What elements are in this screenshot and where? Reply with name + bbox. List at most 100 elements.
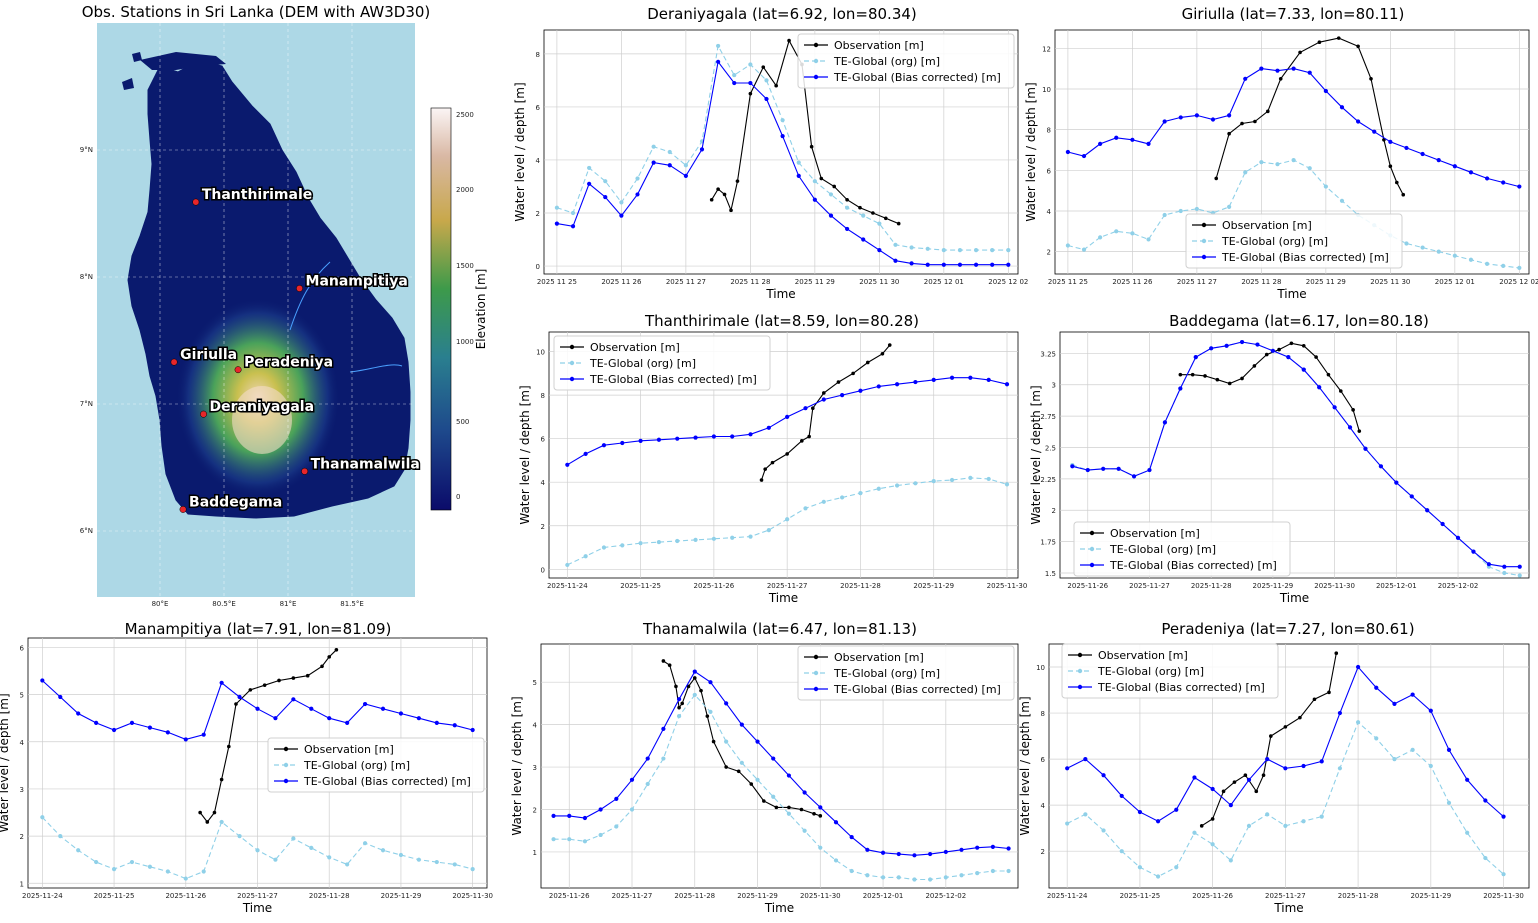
data-point-org bbox=[1081, 247, 1087, 252]
x-tick-label: 2025-11-30 bbox=[1483, 892, 1524, 900]
legend-box bbox=[1185, 213, 1403, 269]
data-point-bc bbox=[1484, 176, 1490, 181]
data-point-bc bbox=[1192, 775, 1197, 780]
x-axis-label: Time bbox=[764, 901, 794, 915]
data-point-bc bbox=[683, 173, 688, 178]
data-point-bc bbox=[845, 226, 850, 232]
data-point-bc bbox=[58, 694, 63, 700]
legend-label: TE-Global (org) [m] bbox=[833, 667, 940, 680]
data-point-org bbox=[803, 506, 808, 511]
data-point-bc bbox=[1517, 184, 1522, 189]
data-point-obs bbox=[699, 688, 703, 693]
data-point-bc bbox=[711, 434, 716, 439]
y-tick-label: 1.75 bbox=[1040, 539, 1056, 547]
data-point-obs bbox=[1277, 347, 1281, 352]
data-point-org bbox=[1484, 261, 1490, 266]
x-tick-label: 2025-11-30 bbox=[987, 582, 1028, 590]
data-point-bc bbox=[785, 414, 790, 420]
data-point-obs bbox=[327, 655, 332, 659]
data-point-obs bbox=[1227, 131, 1231, 136]
data-point-org bbox=[1130, 231, 1135, 236]
x-tick-label: 2025 11 26 bbox=[1112, 278, 1153, 286]
data-point-org bbox=[959, 873, 964, 878]
data-point-obs bbox=[1401, 192, 1406, 197]
series-line-obs bbox=[711, 39, 899, 225]
data-point-obs bbox=[1253, 119, 1257, 124]
data-point-obs bbox=[1369, 77, 1373, 81]
data-point-bc bbox=[1388, 139, 1393, 144]
station-label: Deraniyagala bbox=[210, 399, 315, 415]
y-tick-label: 6 bbox=[536, 104, 541, 112]
data-point-bc bbox=[1337, 710, 1343, 716]
data-point-bc bbox=[716, 59, 721, 64]
data-point-obs bbox=[761, 65, 766, 69]
data-point-org bbox=[380, 848, 386, 853]
data-point-bc bbox=[667, 163, 672, 168]
data-point-org bbox=[601, 545, 607, 550]
data-point-obs bbox=[887, 343, 892, 347]
chart-panel: Baddegama (lat=6.17, lon=80.18) 2025-11-2… bbox=[1029, 312, 1530, 605]
data-point-bc bbox=[1410, 692, 1415, 697]
data-point-bc bbox=[928, 851, 933, 857]
data-point-org bbox=[201, 869, 206, 874]
y-tick-label: 8 bbox=[541, 392, 545, 400]
data-point-obs bbox=[858, 205, 862, 210]
data-point-org bbox=[111, 867, 117, 872]
data-point-org bbox=[913, 481, 918, 486]
lat-tick: 6°N bbox=[80, 527, 93, 535]
data-point-obs bbox=[219, 777, 224, 782]
x-tick-label: 2025-11-26 bbox=[1067, 582, 1108, 590]
data-point-obs bbox=[305, 673, 310, 678]
data-point-org bbox=[1137, 865, 1143, 870]
y-axis-label: Water level / depth [m] bbox=[1029, 385, 1043, 524]
data-point-obs bbox=[291, 676, 296, 680]
data-point-bc bbox=[1471, 549, 1476, 554]
data-point-bc bbox=[1425, 508, 1430, 513]
data-point-bc bbox=[943, 849, 948, 855]
data-point-bc bbox=[551, 813, 556, 818]
data-point-bc bbox=[598, 807, 603, 812]
data-point-org bbox=[1243, 170, 1248, 175]
map-title: Obs. Stations in Sri Lanka (DEM with AW3… bbox=[82, 3, 431, 21]
data-point-obs bbox=[709, 197, 714, 202]
x-tick-label: 2025 11 25 bbox=[1048, 278, 1088, 286]
data-point-bc bbox=[1085, 467, 1090, 473]
map-lat-ticks: 9°N 8°N 7°N 6°N bbox=[80, 146, 93, 535]
data-point-bc bbox=[675, 436, 680, 441]
data-point-org bbox=[1291, 158, 1296, 163]
data-point-obs bbox=[1317, 40, 1322, 44]
x-axis-label: Time bbox=[768, 591, 798, 605]
data-point-bc bbox=[1137, 809, 1143, 815]
data-point-bc bbox=[619, 213, 624, 218]
x-tick-label: 2025-11-29 bbox=[737, 892, 778, 900]
data-point-bc bbox=[1286, 355, 1291, 360]
data-point-bc bbox=[1116, 466, 1121, 471]
data-point-obs bbox=[774, 805, 779, 810]
data-point-obs bbox=[334, 647, 339, 652]
data-point-obs bbox=[212, 810, 217, 815]
x-axis-label: Time bbox=[1279, 591, 1309, 605]
data-point-obs bbox=[1283, 725, 1288, 729]
data-point-bc bbox=[973, 262, 979, 267]
y-tick-label: 2.25 bbox=[1040, 476, 1056, 484]
data-point-obs bbox=[865, 360, 870, 365]
legend-marker-org bbox=[813, 58, 819, 64]
data-point-bc bbox=[587, 181, 592, 186]
x-tick-label: 2025 12 01 bbox=[1435, 278, 1475, 286]
station-label: Baddegama bbox=[189, 494, 282, 510]
data-point-bc bbox=[957, 262, 963, 267]
data-point-obs bbox=[1289, 341, 1294, 346]
data-point-bc bbox=[1374, 685, 1379, 690]
data-point-bc bbox=[1307, 70, 1312, 75]
data-point-bc bbox=[1131, 474, 1137, 479]
data-point-obs bbox=[774, 83, 778, 88]
data-point-bc bbox=[780, 133, 785, 139]
data-point-org bbox=[1301, 819, 1306, 824]
x-tick-label: 2025 12 02 bbox=[988, 278, 1028, 286]
data-point-bc bbox=[925, 262, 930, 267]
data-point-bc bbox=[1193, 355, 1198, 360]
data-point-bc bbox=[1065, 149, 1070, 155]
data-point-obs bbox=[819, 176, 824, 181]
data-point-org bbox=[1392, 756, 1397, 762]
chart-title: Thanthirimale (lat=8.59, lon=80.28) bbox=[644, 312, 919, 330]
